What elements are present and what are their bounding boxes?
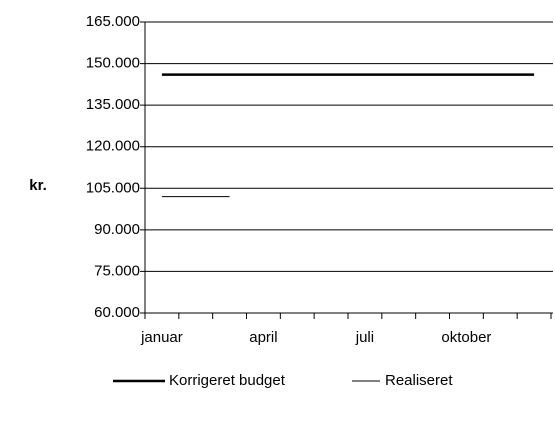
y-tick-label: 105.000 [86, 179, 140, 196]
x-tick-label: juli [355, 329, 374, 346]
x-tick-label: oktober [441, 329, 491, 346]
y-tick-label: 150.000 [86, 55, 140, 72]
legend-label: Korrigeret budget [169, 372, 286, 389]
y-tick-label: 135.000 [86, 96, 140, 113]
x-tick-label: januar [140, 329, 183, 346]
axis-label: kr. [29, 177, 47, 194]
y-tick-label: 90.000 [94, 221, 140, 238]
y-tick-label: 60.000 [94, 304, 140, 321]
y-tick-label: 75.000 [94, 262, 140, 279]
legend-label: Realiseret [385, 372, 453, 389]
y-tick-label: 120.000 [86, 138, 140, 155]
y-tick-label: 165.000 [86, 13, 140, 30]
x-tick-label: april [249, 329, 277, 346]
